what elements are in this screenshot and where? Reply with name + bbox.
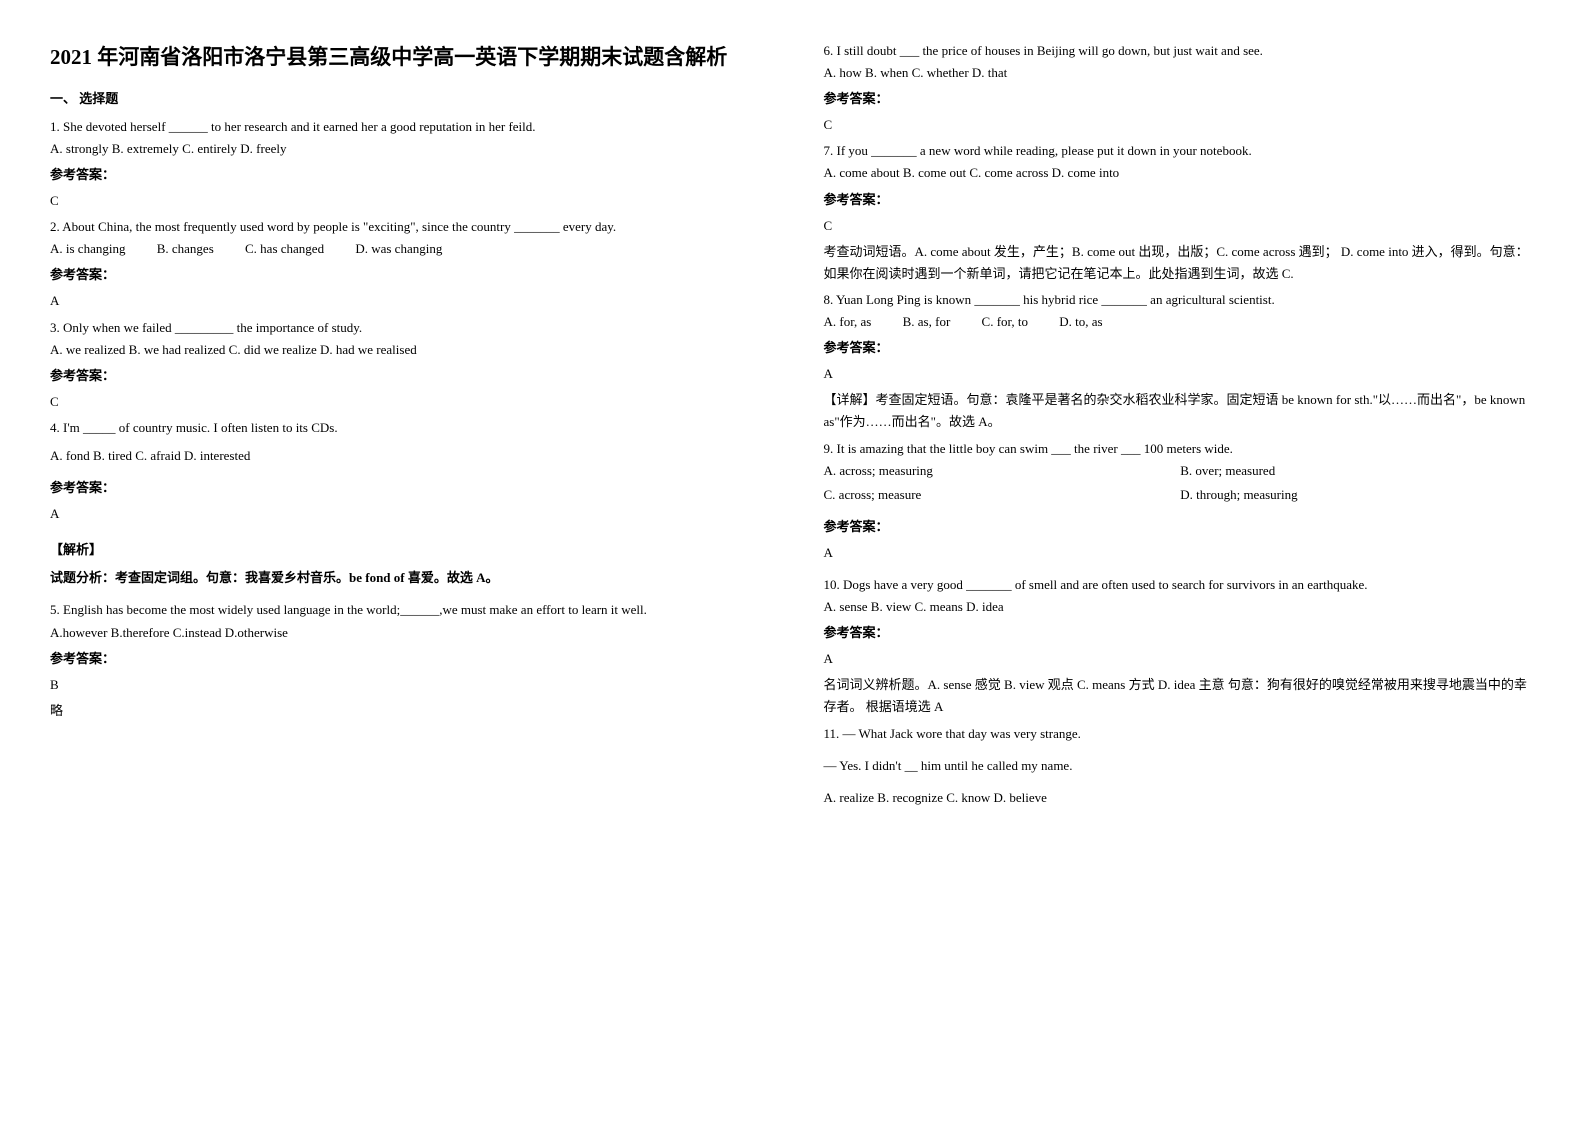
q2-opt-a: A. is changing [50,241,125,256]
q11-stem-1: 11. — What Jack wore that day was very s… [824,723,1538,745]
q4-stem: 4. I'm _____ of country music. I often l… [50,417,764,439]
q6-stem: 6. I still doubt ___ the price of houses… [824,40,1538,62]
answer-label: 参考答案： [50,264,764,286]
q10-answer: A [824,648,1538,670]
q8-opt-d: D. to, as [1059,314,1102,329]
question-11: 11. — What Jack wore that day was very s… [824,723,1538,809]
question-9: 9. It is amazing that the little boy can… [824,438,1538,564]
answer-label: 参考答案： [824,189,1538,211]
q2-stem: 2. About China, the most frequently used… [50,216,764,238]
answer-label: 参考答案： [50,365,764,387]
answer-label: 参考答案： [824,88,1538,110]
q10-stem: 10. Dogs have a very good _______ of sme… [824,574,1538,596]
answer-label: 参考答案： [824,337,1538,359]
q7-explain: 考查动词短语。A. come about 发生，产生；B. come out 出… [824,241,1538,285]
q7-stem: 7. If you _______ a new word while readi… [824,140,1538,162]
q5-stem: 5. English has become the most widely us… [50,599,764,621]
answer-label: 参考答案： [824,622,1538,644]
q11-stem-2: — Yes. I didn't __ him until he called m… [824,755,1538,777]
q8-stem: 8. Yuan Long Ping is known _______ his h… [824,289,1538,311]
q5-extra: 略 [50,700,764,722]
q4-answer: A [50,503,764,525]
q2-opt-b: B. changes [157,241,214,256]
q1-options: A. strongly B. extremely C. entirely D. … [50,138,764,160]
q9-opt-a: A. across; measuring [824,460,1181,482]
q2-answer: A [50,290,764,312]
q4-explain: 试题分析：考查固定词组。句意：我喜爱乡村音乐。be fond of 喜爱。故选 … [50,567,764,589]
q2-opt-d: D. was changing [355,241,442,256]
question-6: 6. I still doubt ___ the price of houses… [824,40,1538,136]
question-4: 4. I'm _____ of country music. I often l… [50,417,764,590]
q8-opt-a: A. for, as [824,314,872,329]
q2-options: A. is changing B. changes C. has changed… [50,238,764,260]
q5-answer: B [50,674,764,696]
q9-opt-c: C. across; measure [824,484,1181,506]
question-3: 3. Only when we failed _________ the imp… [50,317,764,413]
answer-label: 参考答案： [50,477,764,499]
explain-heading: 【解析】 [50,539,764,561]
q1-stem: 1. She devoted herself ______ to her res… [50,116,764,138]
q7-answer: C [824,215,1538,237]
q9-options: A. across; measuring B. over; measured C… [824,460,1538,506]
q8-answer: A [824,363,1538,385]
q9-answer: A [824,542,1538,564]
question-1: 1. She devoted herself ______ to her res… [50,116,764,212]
doc-title: 2021 年河南省洛阳市洛宁县第三高级中学高一英语下学期期末试题含解析 [50,40,764,76]
q9-opt-b: B. over; measured [1180,460,1537,482]
section-heading: 一、 选择题 [50,88,764,110]
answer-label: 参考答案： [50,164,764,186]
q5-options: A.however B.therefore C.instead D.otherw… [50,622,764,644]
question-10: 10. Dogs have a very good _______ of sme… [824,574,1538,719]
question-8: 8. Yuan Long Ping is known _______ his h… [824,289,1538,434]
q6-answer: C [824,114,1538,136]
q8-opt-c: C. for, to [982,314,1028,329]
q11-options: A. realize B. recognize C. know D. belie… [824,787,1538,809]
q3-stem: 3. Only when we failed _________ the imp… [50,317,764,339]
q2-opt-c: C. has changed [245,241,324,256]
q1-answer: C [50,190,764,212]
q9-opt-d: D. through; measuring [1180,484,1537,506]
question-7: 7. If you _______ a new word while readi… [824,140,1538,285]
q7-options: A. come about B. come out C. come across… [824,162,1538,184]
q3-options: A. we realized B. we had realized C. did… [50,339,764,361]
q8-opt-b: B. as, for [903,314,951,329]
question-2: 2. About China, the most frequently used… [50,216,764,312]
answer-label: 参考答案： [824,516,1538,538]
answer-label: 参考答案： [50,648,764,670]
q3-answer: C [50,391,764,413]
q8-explain: 【详解】考查固定短语。句意：袁隆平是著名的杂交水稻农业科学家。固定短语 be k… [824,389,1538,433]
q4-options: A. fond B. tired C. afraid D. interested [50,445,764,467]
q10-options: A. sense B. view C. means D. idea [824,596,1538,618]
q6-options: A. how B. when C. whether D. that [824,62,1538,84]
q9-stem: 9. It is amazing that the little boy can… [824,438,1538,460]
question-5: 5. English has become the most widely us… [50,599,764,721]
q8-options: A. for, as B. as, for C. for, to D. to, … [824,311,1538,333]
q10-explain: 名词词义辨析题。A. sense 感觉 B. view 观点 C. means … [824,674,1538,718]
